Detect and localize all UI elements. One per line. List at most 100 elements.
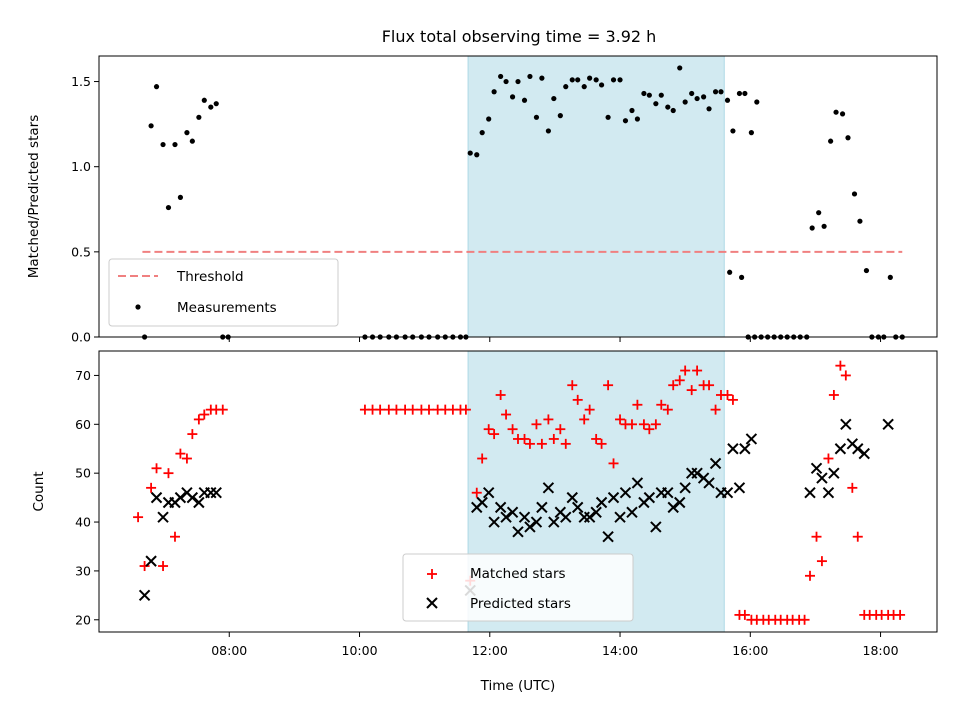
- predicted-star-point: [709, 457, 722, 470]
- predicted-star-point: [488, 516, 500, 528]
- predicted-star-point: [727, 443, 739, 455]
- matched-star-point: [680, 365, 691, 376]
- measurement-point: [527, 73, 533, 80]
- measurement-point: [689, 90, 695, 97]
- matched-star-point: [158, 561, 169, 572]
- matched-star-point: [471, 487, 482, 498]
- matched-star-point: [840, 370, 851, 381]
- matched-star-point: [668, 380, 679, 391]
- predicted-star-point: [679, 482, 691, 494]
- predicted-star-point: [662, 487, 674, 499]
- matched-star-point: [662, 404, 673, 415]
- ratio-y-tick-label: 1.5: [71, 74, 91, 89]
- count-y-tick-label: 70: [75, 368, 91, 383]
- measurement-point: [569, 77, 575, 83]
- chart-title: Flux total observing time = 3.92 h: [382, 27, 657, 46]
- measurement-point: [617, 77, 623, 83]
- predicted-star-point: [548, 516, 560, 528]
- measurement-point: [184, 130, 190, 136]
- ratio-y-axis: 0.0 0.5 1.0 1.5: [71, 74, 99, 345]
- matched-star-point: [560, 438, 571, 449]
- predicted-star-point: [721, 487, 734, 499]
- predicted-star-point: [643, 491, 656, 504]
- count-y-tick-label: 40: [75, 515, 91, 530]
- measurement-point: [718, 89, 724, 95]
- ratio-y-tick-label: 0.0: [71, 330, 91, 345]
- count-y-tick-label: 50: [75, 466, 91, 481]
- count-panel-frame: [98, 350, 938, 633]
- matched-star-point: [543, 414, 554, 425]
- predicted-star-point: [138, 589, 151, 602]
- predicted-star-point: [619, 487, 632, 499]
- predicted-star-point: [804, 487, 816, 499]
- matched-star-point: [579, 414, 590, 425]
- predicted-star-point: [858, 447, 870, 460]
- predicted-star-point: [524, 521, 536, 533]
- measurement-point: [658, 92, 664, 98]
- predicted-star-point: [810, 462, 823, 474]
- measurement-point: [172, 141, 178, 148]
- predicted-star-point: [193, 496, 205, 509]
- predicted-star-point: [560, 511, 572, 523]
- observing-span-top: [467, 55, 725, 338]
- matched-star-point: [828, 389, 839, 400]
- matched-star-point: [692, 365, 703, 376]
- measurement-point: [821, 223, 827, 229]
- measurement-point: [610, 77, 617, 83]
- measurement-point: [809, 225, 815, 231]
- predicted-star-point: [882, 418, 894, 431]
- legend-matched-swatch: [427, 569, 437, 579]
- count-legend: Matched stars Predicted stars: [402, 553, 634, 622]
- measurement-point: [634, 116, 641, 122]
- measurement-point: [509, 94, 516, 100]
- matched-star-point: [603, 380, 614, 391]
- count-y-tick-label: 60: [75, 417, 91, 432]
- ratio-legend-box: [108, 258, 339, 327]
- predicted-star-point: [667, 501, 679, 514]
- measurement-point: [694, 95, 700, 102]
- matched-star-point: [710, 404, 721, 415]
- predicted-star-point: [626, 506, 638, 518]
- predicted-star-point: [536, 501, 548, 514]
- predicted-star-point: [691, 467, 703, 479]
- predicted-star-point: [500, 511, 512, 523]
- measurement-point: [153, 84, 160, 90]
- predicted-star-point: [614, 511, 626, 523]
- matched-star-point: [187, 429, 198, 440]
- measurement-point: [503, 78, 509, 85]
- matched-star-point: [847, 482, 858, 493]
- matched-star-point: [638, 419, 649, 430]
- measurement-point: [605, 114, 611, 120]
- measurement-point: [887, 274, 893, 280]
- predicted-star-point: [482, 487, 495, 499]
- count-x-tick-label: 18:00: [863, 643, 899, 658]
- legend-threshold-label: Threshold: [176, 269, 244, 285]
- matched-star-point: [704, 380, 715, 391]
- predicted-star-point: [506, 506, 519, 518]
- count-legend-box: [402, 553, 634, 622]
- matched-star-point: [727, 394, 738, 405]
- measurement-point: [712, 89, 719, 95]
- predicted-star-point: [602, 530, 614, 543]
- predicted-star-point: [733, 482, 746, 494]
- measurement-point: [467, 150, 473, 156]
- predicted-star-point: [571, 501, 584, 514]
- matched-star-point: [686, 385, 697, 396]
- measurement-point: [754, 99, 760, 105]
- matched-star-point: [391, 404, 402, 415]
- matched-star-point: [146, 482, 157, 493]
- predicted-star-point: [150, 491, 163, 504]
- matched-star-point: [524, 438, 535, 449]
- ratio-panel: 0.0 0.5 1.0 1.5 Matched/Predicted stars Thr…: [26, 55, 938, 345]
- measurement-point: [701, 94, 707, 100]
- legend-measurements-label: Measurements: [177, 300, 277, 316]
- measurement-point: [665, 104, 671, 110]
- matched-star-point: [139, 561, 150, 572]
- matched-star-point: [199, 409, 210, 420]
- legend-predicted-label: Predicted stars: [470, 596, 571, 612]
- matched-star-point: [175, 448, 186, 459]
- matched-star-point: [835, 360, 846, 371]
- matched-star-point: [656, 399, 667, 410]
- measurement-point: [736, 90, 743, 97]
